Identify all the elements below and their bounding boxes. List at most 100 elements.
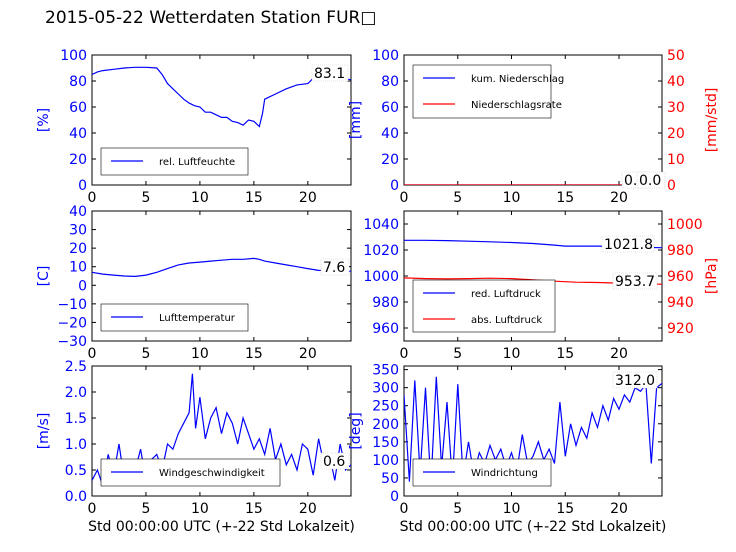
y-tick-label: 30 bbox=[69, 223, 87, 239]
legend: Lufttemperatur bbox=[100, 303, 249, 332]
series-line-windrichtung bbox=[404, 376, 662, 486]
x-tick-label: 0 bbox=[400, 501, 409, 517]
y-tick-label: 20 bbox=[69, 152, 87, 168]
x-tick-label: 10 bbox=[503, 501, 521, 517]
annotation-box bbox=[636, 171, 666, 189]
y-tick-label: 1040 bbox=[363, 217, 399, 233]
y-tick-label: 2.0 bbox=[65, 385, 87, 401]
y-tick-label: 60 bbox=[69, 100, 87, 116]
legend-label: abs. Luftdruck bbox=[471, 315, 542, 326]
x-tick-label: 15 bbox=[556, 501, 574, 517]
legend: rel. Luftfeuchte bbox=[100, 147, 249, 176]
annotation-label: 83.1 bbox=[314, 66, 345, 82]
x-tick-label: 10 bbox=[503, 190, 521, 206]
y-tick-label: 0 bbox=[78, 278, 87, 294]
x-tick-label: 15 bbox=[245, 501, 263, 517]
annotation-box bbox=[311, 64, 349, 82]
page-title: 2015-05-22 Wetterdaten Station FUR□ bbox=[45, 8, 377, 28]
x-tick-label: 5 bbox=[453, 501, 462, 517]
legend: Windgeschwindigkeit bbox=[100, 458, 281, 487]
x-tick-label: 5 bbox=[453, 346, 462, 362]
legend-label: red. Luftdruck bbox=[471, 289, 541, 300]
legend: Windrichtung bbox=[412, 458, 552, 487]
annotation-box bbox=[612, 371, 658, 389]
legend-label: Lufttemperatur bbox=[159, 313, 236, 324]
y-right-tick-label: 40 bbox=[667, 74, 685, 90]
x-tick-label: 0 bbox=[400, 190, 409, 206]
y-tick-label: 1.0 bbox=[65, 437, 87, 453]
x-tick-label: 10 bbox=[503, 346, 521, 362]
x-tick-label: 20 bbox=[299, 190, 317, 206]
x-tick-label: 20 bbox=[299, 346, 317, 362]
y-tick-label: 980 bbox=[372, 295, 399, 311]
legend-label: kum. Niederschlag bbox=[471, 74, 564, 85]
x-tick-label: 15 bbox=[556, 190, 574, 206]
x-tick-label: 5 bbox=[141, 346, 150, 362]
y-tick-label: 100 bbox=[60, 48, 87, 64]
x-tick-label: 5 bbox=[141, 190, 150, 206]
y-tick-label: 0 bbox=[390, 178, 399, 194]
annotation-box bbox=[601, 235, 655, 253]
y-right-axis-label: [mm/std] bbox=[704, 88, 720, 153]
chart-humidity: 0 5 10 15 20 0 20 40 60 80 100 [%] rel. Luftfeuchte 8… bbox=[36, 48, 352, 206]
legend-box bbox=[412, 279, 556, 333]
chart-pressure: 0 5 10 15 20 960 980 1000 1020 1040 920 940 960 980 10… bbox=[363, 210, 720, 362]
annotation-box bbox=[612, 272, 658, 290]
y-tick-label: 1.5 bbox=[65, 411, 87, 427]
y-axis-label: [deg] bbox=[348, 412, 364, 449]
annotation-label: 953.7 bbox=[615, 274, 655, 290]
annotation-label: 0.6 bbox=[323, 454, 345, 470]
legend: kum. Niederschlag Niederschlagsrate bbox=[412, 64, 564, 119]
y-tick-label: −10 bbox=[57, 297, 87, 313]
y-tick-label: 0 bbox=[390, 489, 399, 505]
y-right-tick-label: 20 bbox=[667, 126, 685, 142]
x-tick-label: 10 bbox=[191, 190, 209, 206]
x-tick-label: 0 bbox=[88, 501, 97, 517]
y-tick-label: 80 bbox=[69, 74, 87, 90]
y-tick-label: 80 bbox=[381, 74, 399, 90]
y-right-tick-label: 920 bbox=[667, 321, 694, 337]
y-tick-label: 1020 bbox=[363, 243, 399, 259]
annotation-box bbox=[320, 452, 350, 470]
chart-windspeed: 0 5 10 15 20 0.0 0.5 1.0 1.5 2.0 2.5 [m/s] Std 00:00… bbox=[36, 359, 355, 535]
y-tick-label: 0 bbox=[78, 178, 87, 194]
x-tick-label: 0 bbox=[400, 346, 409, 362]
x-tick-label: 20 bbox=[610, 190, 628, 206]
legend-label: Windgeschwindigkeit bbox=[159, 468, 265, 479]
series-line-lufttemperatur bbox=[92, 257, 351, 278]
y-right-tick-label: 980 bbox=[667, 243, 694, 259]
x-tick-label: 20 bbox=[610, 346, 628, 362]
chart-temperature: 0 5 10 15 20 −30 −20 −10 0 10 20 30 40 [C] Lufttempera… bbox=[36, 204, 352, 362]
x-tick-label: 15 bbox=[245, 346, 263, 362]
y-right-tick-label: 30 bbox=[667, 100, 685, 116]
legend-label: Niederschlagsrate bbox=[471, 100, 562, 111]
y-tick-label: 200 bbox=[372, 417, 399, 433]
y-tick-label: 150 bbox=[372, 435, 399, 451]
y-right-tick-label: 10 bbox=[667, 152, 685, 168]
x-tick-label: 15 bbox=[556, 346, 574, 362]
legend-label: rel. Luftfeuchte bbox=[159, 157, 235, 168]
y-tick-label: 20 bbox=[381, 152, 399, 168]
x-tick-label: 20 bbox=[610, 501, 628, 517]
y-right-tick-label: 960 bbox=[667, 269, 694, 285]
y-tick-label: 40 bbox=[69, 126, 87, 142]
y-tick-label: 60 bbox=[381, 100, 399, 116]
y-axis-label: [m/s] bbox=[36, 413, 52, 450]
x-tick-label: 15 bbox=[245, 190, 263, 206]
x-axis-label: Std 00:00:00 UTC (+-22 Std Lokalzeit) bbox=[88, 519, 355, 535]
y-right-tick-label: 0 bbox=[667, 178, 676, 194]
y-right-tick-label: 940 bbox=[667, 295, 694, 311]
y-tick-label: 1000 bbox=[363, 269, 399, 285]
y-tick-label: 960 bbox=[372, 321, 399, 337]
x-tick-label: 0 bbox=[88, 346, 97, 362]
x-axis-label: Std 00:00:00 UTC (+-22 Std Lokalzeit) bbox=[400, 519, 667, 535]
y-tick-label: 350 bbox=[372, 363, 399, 379]
y-axis-label: [C] bbox=[36, 266, 52, 287]
y-tick-label: 250 bbox=[372, 399, 399, 415]
y-tick-label: 0.5 bbox=[65, 463, 87, 479]
chart-precip: 0 5 10 15 20 0 20 40 60 80 100 0 10 20 30 40 50 [mm] [mm/s… bbox=[348, 48, 720, 206]
x-tick-label: 0 bbox=[88, 190, 97, 206]
annotation-label: 0.0 bbox=[639, 173, 661, 189]
